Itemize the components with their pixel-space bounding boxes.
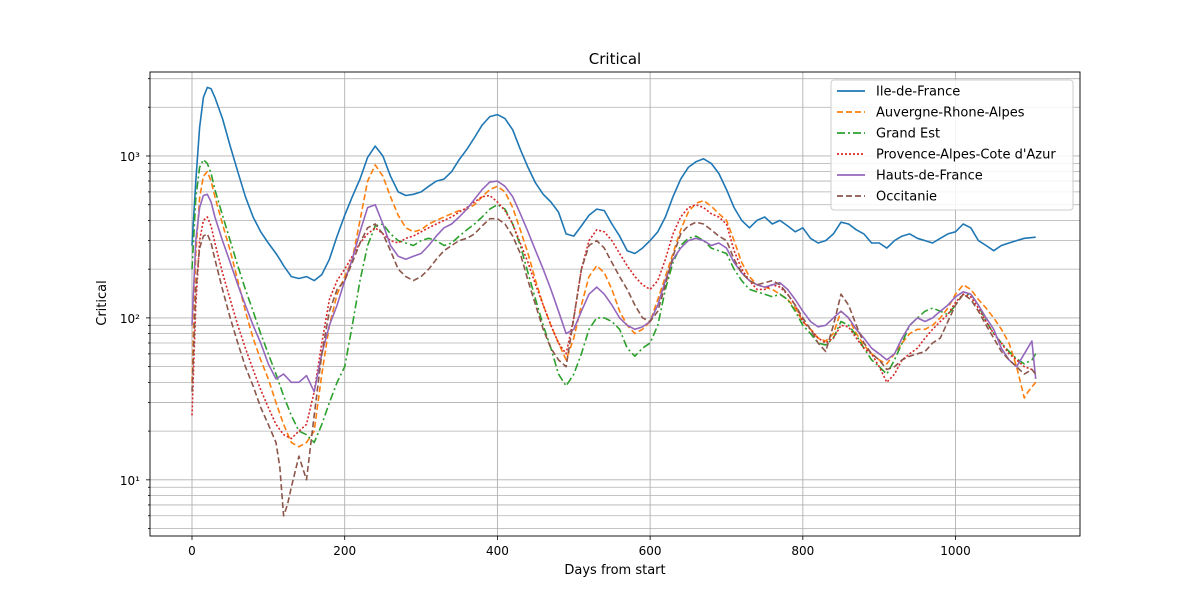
x-tick-label: 800 — [791, 544, 814, 558]
axes-frame — [149, 71, 1081, 537]
y-tick-label: 10³ — [120, 150, 140, 164]
legend-label: Provence-Alpes-Cote d'Azur — [876, 148, 1056, 163]
legend: Ile-de-France Auvergne-Rhone-Alpes Grand E… — [830, 79, 1074, 211]
series-line-hauts-de-france — [191, 180, 1037, 393]
legend-label: Auvergne-Rhone-Alpes — [876, 106, 1025, 121]
legend-label: Occitanie — [876, 190, 937, 205]
x-tick-label: 200 — [333, 544, 356, 558]
legend-label: Ile-de-France — [876, 85, 960, 100]
y-tick-label: 10¹ — [120, 474, 140, 488]
x-axis-label: Days from start — [564, 563, 665, 578]
series-line-provence-alpes-cote-d-azur — [191, 194, 1037, 440]
y-tick-label: 10² — [120, 312, 140, 326]
chart-title: Critical — [589, 50, 641, 68]
x-tick-label: 400 — [486, 544, 509, 558]
x-tick-label: 600 — [639, 544, 662, 558]
series-line-ile-de-france — [191, 86, 1036, 282]
series-line-occitanie — [191, 217, 1037, 517]
plot-area: 0 200 400 600 800 1000 10¹ 10² 10³ — [120, 71, 1081, 558]
legend-label: Grand Est — [876, 127, 940, 142]
legend-label: Hauts-de-France — [876, 169, 983, 184]
legend-box — [830, 79, 1074, 211]
x-tick-label: 0 — [188, 544, 196, 558]
y-axis-label: Critical — [95, 280, 110, 325]
series-line-grand-est — [191, 158, 1037, 444]
x-tick-label: 1000 — [940, 544, 971, 558]
